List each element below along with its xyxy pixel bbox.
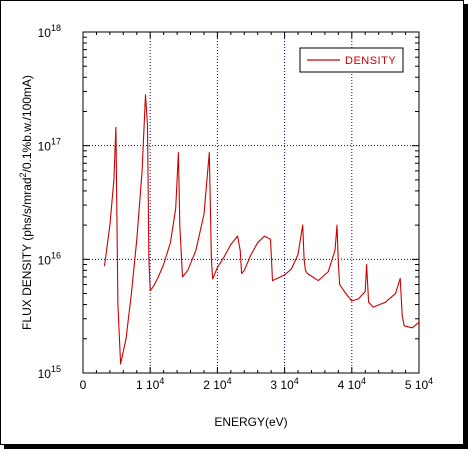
y-tick-label-base: 10 <box>38 26 52 40</box>
y-tick-label-exponent: 17 <box>51 137 61 147</box>
plot-area-border <box>82 31 420 374</box>
x-tick-label-exponent: 4 <box>159 376 164 386</box>
x-tick-label: 4 104 <box>338 376 366 392</box>
y-tick-label-exponent: 18 <box>51 23 61 33</box>
legend-label-density: DENSITY <box>345 55 396 67</box>
y-axis-title-rest: /0.1%b.w./100mA) <box>20 75 34 172</box>
x-tick-label-base: 5 10 <box>405 378 429 392</box>
y-axis-title-superscript: 2 <box>18 172 28 177</box>
y-tick-label-base: 10 <box>38 367 52 381</box>
legend: DENSITY <box>299 47 404 73</box>
x-tick-label: 0 <box>80 378 87 392</box>
y-tick-label-base: 10 <box>38 140 52 154</box>
y-tick-label-exponent: 16 <box>51 250 61 260</box>
series-layer <box>103 94 420 365</box>
axis-ticks <box>82 31 420 374</box>
x-tick-label-base: 3 10 <box>270 378 294 392</box>
x-tick-label: 2 104 <box>203 376 231 392</box>
chart-frame <box>0 0 464 445</box>
x-tick-label: 5 104 <box>405 376 433 392</box>
grid <box>83 32 419 373</box>
x-tick-label-exponent: 4 <box>428 376 433 386</box>
y-axis-title: FLUX DENSITY (phs/s/mrad2/0.1%b.w./100mA… <box>18 75 34 330</box>
x-tick-label: 1 104 <box>136 376 164 392</box>
y-tick-label: 1015 <box>38 364 61 381</box>
x-tick-label-exponent: 4 <box>227 376 232 386</box>
x-tick-label-exponent: 4 <box>294 376 299 386</box>
y-tick-label: 1017 <box>38 137 61 154</box>
y-tick-label-exponent: 15 <box>51 364 61 374</box>
y-tick-label: 1018 <box>38 23 61 40</box>
x-tick-label-exponent: 4 <box>361 376 366 386</box>
series-line-density <box>103 94 420 365</box>
x-tick-label: 3 104 <box>270 376 298 392</box>
x-tick-label-base: 2 10 <box>203 378 227 392</box>
x-tick-label-base: 4 10 <box>338 378 362 392</box>
x-tick-label-base: 1 10 <box>136 378 160 392</box>
x-axis-title: ENERGY(eV) <box>214 415 287 429</box>
x-tick-label-base: 0 <box>80 378 87 392</box>
y-axis-title-main: FLUX DENSITY (phs/s/mrad <box>20 177 34 329</box>
y-tick-label-base: 10 <box>38 253 52 267</box>
y-tick-label: 1016 <box>38 250 61 267</box>
